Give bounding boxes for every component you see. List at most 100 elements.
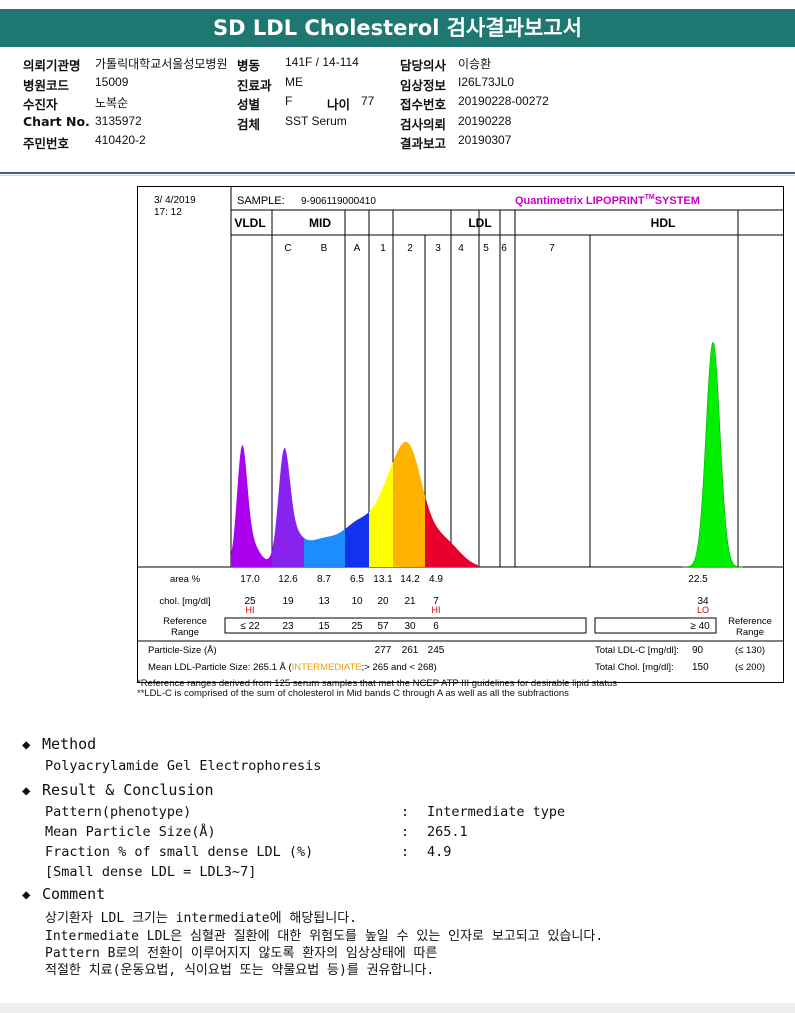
report-time: 17: 12 <box>154 207 182 218</box>
band-label-3: 3 <box>435 243 441 254</box>
band-area-mid-b <box>304 529 345 567</box>
comment-line: 상기환자 LDL 크기는 intermediate에 해당됩니다. <box>45 911 358 926</box>
chol-value: 20 <box>377 596 389 607</box>
resident-no-value: 410420-2 <box>95 133 146 147</box>
doctor-value: 이승환 <box>458 57 492 71</box>
band-label-6: 6 <box>501 243 507 254</box>
group-ldl: LDL <box>468 216 491 230</box>
result-row-pattern: Pattern(phenotype): Intermediate type <box>45 804 565 820</box>
chol-value: 13 <box>318 596 330 607</box>
total-chol-label: Total Chol. [mg/dl]: <box>595 662 674 673</box>
band-label-4: 4 <box>458 243 464 254</box>
area-value: 4.9 <box>429 574 443 585</box>
total-ldl-ref: (≤ 130) <box>735 645 765 656</box>
chart-no-label: Chart No. <box>23 114 90 129</box>
result-row-sdldl: Fraction % of small dense LDL (%): 4.9 <box>45 844 451 860</box>
comment-heading: ◆ Comment <box>22 885 105 903</box>
system-name-tm: TM <box>645 194 655 201</box>
ward-label: 병동 <box>237 58 261 73</box>
patient-name-label: 수진자 <box>23 97 58 112</box>
reference-value: 6 <box>433 621 439 632</box>
hospital-label: 의뢰기관명 <box>23 58 81 73</box>
clinical-info-label: 임상정보 <box>400 78 447 93</box>
result-label: Fraction % of small dense LDL (%) <box>45 844 314 860</box>
row-label-range: Range <box>171 627 199 638</box>
footnote-1: *Reference ranges derived from 125 serum… <box>137 678 617 689</box>
chol-value: 25 <box>244 596 256 607</box>
band-label-5: 5 <box>483 243 489 254</box>
chart-no-value: 3135972 <box>95 114 142 128</box>
comment-line: Intermediate LDL은 심혈관 질환에 대한 위험도를 높일 수 있… <box>45 929 604 944</box>
report-date-value: 20190307 <box>458 133 512 147</box>
result-value: 265.1 <box>427 824 468 840</box>
particle-size-value: 245 <box>428 645 445 656</box>
result-value: Intermediate type <box>427 804 566 820</box>
area-value: 8.7 <box>317 574 331 585</box>
footnotes: *Reference ranges derived from 125 serum… <box>137 679 617 699</box>
chol-flag: HI <box>246 605 255 615</box>
diamond-icon: ◆ <box>22 887 31 903</box>
specimen-value: SST Serum <box>285 114 347 128</box>
request-date-value: 20190228 <box>458 114 512 128</box>
total-chol-ref: (≤ 200) <box>735 662 765 673</box>
method-heading-text: Method <box>42 735 97 753</box>
sample-label: SAMPLE: <box>237 195 285 207</box>
hdl-reference-range-box <box>594 617 717 634</box>
particle-size-value: 261 <box>402 645 419 656</box>
band-area-ldl-2 <box>393 441 425 567</box>
total-chol-value: 150 <box>692 662 709 673</box>
mean-size-range: ;> 265 and < 268) <box>362 662 437 673</box>
area-value: 14.2 <box>400 574 420 585</box>
area-value: 6.5 <box>350 574 364 585</box>
sex-label: 성별 <box>237 97 261 112</box>
reference-value: ≤ 22 <box>240 621 260 632</box>
comment-line: 적절한 치료(운동요법, 식이요법 또는 약물요법 등)를 권유합니다. <box>45 963 435 978</box>
row-label-ref: Reference <box>163 616 207 627</box>
row-label-area: area % <box>170 574 201 585</box>
patient-name-value: 노복순 <box>95 96 129 110</box>
lipoprint-report: 3/ 4/2019 17: 12 SAMPLE: 9-906119000410 … <box>137 186 784 683</box>
result-row-mean-size: Mean Particle Size(Å): 265.1 <box>45 824 468 840</box>
clinical-info-value: I26L73JL0 <box>458 75 515 89</box>
area-value: 17.0 <box>240 574 260 585</box>
chol-value: 19 <box>282 596 294 607</box>
band-label-2: 2 <box>407 243 413 254</box>
diamond-icon: ◆ <box>22 737 31 753</box>
band-label-7: 7 <box>549 243 555 254</box>
sex-value: F <box>285 94 293 108</box>
report-title: SD LDL Cholesterol 검사결과보고서 <box>0 9 795 47</box>
comment-line: Pattern B로의 전환이 이루어지지 않도록 환자의 임상상태에 따른 <box>45 946 438 961</box>
system-name-main: Quantimetrix LIPOPRINT <box>515 195 645 207</box>
chol-value: 10 <box>351 596 363 607</box>
mean-size-value: 265.1 Å ( <box>253 662 292 673</box>
chol-value: 7 <box>433 596 439 607</box>
chol-value: 21 <box>404 596 416 607</box>
age-value: 77 <box>361 94 375 108</box>
department-label: 진료과 <box>237 78 272 93</box>
method-text: Polyacrylamide Gel Electrophoresis <box>45 758 322 774</box>
system-name: Quantimetrix LIPOPRINTTMSYSTEM <box>515 194 700 207</box>
band-area-vldl <box>231 445 272 567</box>
total-ldl-label: Total LDL-C [mg/dl]: <box>595 645 679 656</box>
method-heading: ◆ Method <box>22 735 96 753</box>
reference-label-right: Reference <box>728 616 772 627</box>
result-heading-text: Result & Conclusion <box>42 781 214 799</box>
reference-value-hdl: ≥ 40 <box>690 621 710 632</box>
group-hdl: HDL <box>651 216 676 230</box>
chol-value-hdl: 34 <box>697 596 709 607</box>
sample-id: 9-906119000410 <box>301 196 376 207</box>
row-label-chol: chol. [mg/dl] <box>159 596 210 607</box>
band-label-C: C <box>284 243 291 254</box>
band-label-A: A <box>354 243 361 254</box>
specimen-label: 검체 <box>237 117 261 132</box>
band-area-ldl-3 <box>425 495 478 567</box>
reference-value: 30 <box>404 621 416 632</box>
total-ldl-value: 90 <box>692 645 704 656</box>
result-note: [Small dense LDL = LDL3~7] <box>45 864 257 880</box>
report-date-label: 결과보고 <box>400 136 447 151</box>
header-divider <box>0 172 795 174</box>
area-value: 13.1 <box>373 574 393 585</box>
mean-ldl-size: Mean LDL-Particle Size: 265.1 Å (INTERME… <box>148 662 437 673</box>
result-sep: : <box>401 804 410 820</box>
reference-value: 57 <box>377 621 389 632</box>
